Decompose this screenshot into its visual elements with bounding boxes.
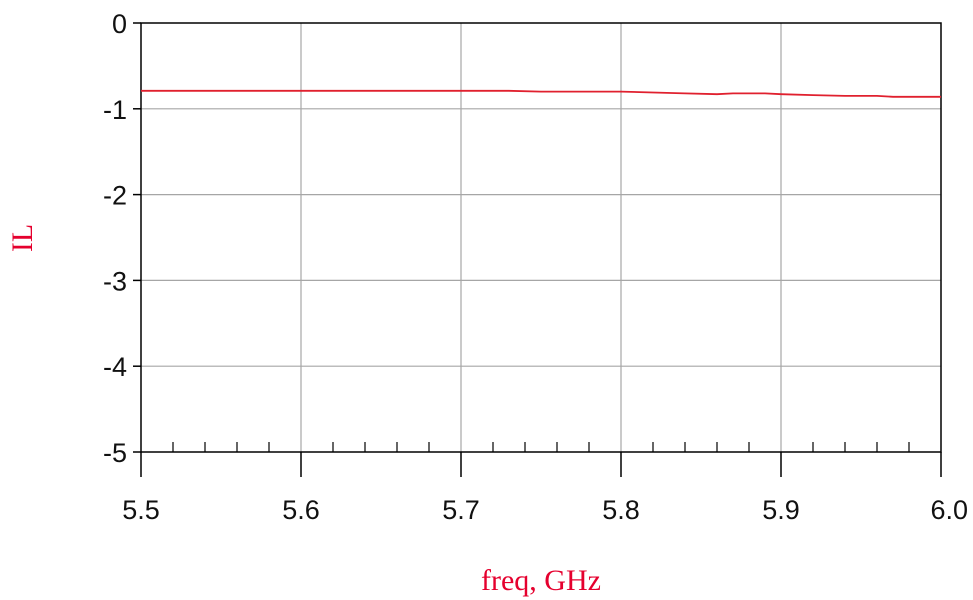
x-axis-label: freq, GHz [481,564,601,597]
y-tick-label: -5 [103,438,127,468]
y-tick-label: -2 [103,181,127,211]
y-axis-label: IL [6,224,39,252]
y-tick-labels: 0 -1 -2 -3 -4 -5 [103,9,127,468]
minor-ticks [133,22,942,477]
y-tick-label: -1 [103,95,127,125]
x-tick-label: 5.5 [122,495,160,525]
series-line [141,89,941,98]
series-layer [141,89,941,98]
plot-area-frame [140,22,942,453]
y-tick-label: -4 [103,352,127,382]
x-tick-label: 5.8 [602,495,640,525]
x-tick-label: 5.6 [282,495,320,525]
x-tick-label: 5.9 [762,495,800,525]
y-tick-label: 0 [112,9,127,39]
y-tick-label: -3 [103,266,127,296]
x-tick-label: 6.0 [930,495,968,525]
x-tick-labels: 5.5 5.6 5.7 5.8 5.9 6.0 [122,495,968,525]
x-tick-label: 5.7 [442,495,480,525]
